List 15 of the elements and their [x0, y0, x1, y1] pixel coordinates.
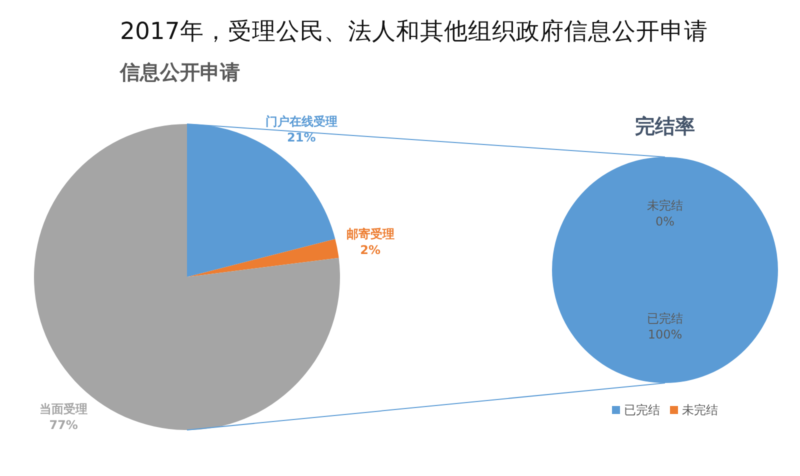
slice-label: 邮寄受理 [346, 227, 394, 242]
chart-title: 完结率 [635, 114, 695, 138]
chart-title: 2017年，受理公民、法人和其他组织政府信息公开申请 [120, 17, 708, 45]
category-label: 未完结 [647, 198, 683, 212]
text: 0% [655, 214, 675, 228]
data-label: 100% [648, 328, 682, 342]
chart-subtitle: 信息公开申请 [119, 60, 240, 84]
legend-label: 未完结 [682, 403, 718, 417]
slice-label: 当面受理 [40, 402, 88, 416]
legend-label: 已完结 [624, 403, 660, 417]
slice-label: 已完结 [647, 312, 683, 326]
data-label: 21% [287, 130, 316, 145]
data-label: 2% [360, 243, 381, 258]
data-label: 77% [49, 418, 78, 432]
slice-label: 门户在线受理 [265, 114, 338, 129]
